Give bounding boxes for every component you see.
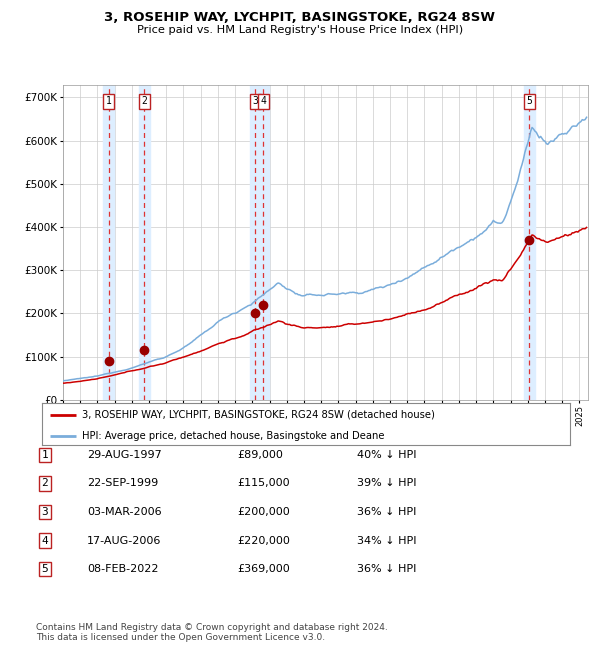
Text: 4: 4 (41, 536, 49, 545)
Text: £369,000: £369,000 (237, 564, 290, 574)
Text: 36% ↓ HPI: 36% ↓ HPI (357, 507, 416, 517)
Text: 3, ROSEHIP WAY, LYCHPIT, BASINGSTOKE, RG24 8SW: 3, ROSEHIP WAY, LYCHPIT, BASINGSTOKE, RG… (104, 11, 496, 24)
Text: 03-MAR-2006: 03-MAR-2006 (87, 507, 161, 517)
Text: 3: 3 (253, 96, 258, 107)
Text: 5: 5 (527, 96, 532, 107)
Text: 40% ↓ HPI: 40% ↓ HPI (357, 450, 416, 460)
Text: 3, ROSEHIP WAY, LYCHPIT, BASINGSTOKE, RG24 8SW (detached house): 3, ROSEHIP WAY, LYCHPIT, BASINGSTOKE, RG… (82, 410, 434, 420)
Text: 2: 2 (142, 96, 147, 107)
Text: 4: 4 (260, 96, 266, 107)
Bar (139, 84, 150, 400)
Text: 34% ↓ HPI: 34% ↓ HPI (357, 536, 416, 545)
Bar (257, 84, 269, 400)
Text: £115,000: £115,000 (237, 478, 290, 488)
Text: 3: 3 (41, 507, 49, 517)
Text: HPI: Average price, detached house, Basingstoke and Deane: HPI: Average price, detached house, Basi… (82, 431, 384, 441)
Bar (250, 84, 261, 400)
Text: 17-AUG-2006: 17-AUG-2006 (87, 536, 161, 545)
Text: Price paid vs. HM Land Registry's House Price Index (HPI): Price paid vs. HM Land Registry's House … (137, 25, 463, 34)
Text: 08-FEB-2022: 08-FEB-2022 (87, 564, 158, 574)
Text: 22-SEP-1999: 22-SEP-1999 (87, 478, 158, 488)
Bar (103, 84, 115, 400)
Text: 1: 1 (41, 450, 49, 460)
Text: 36% ↓ HPI: 36% ↓ HPI (357, 564, 416, 574)
Text: This data is licensed under the Open Government Licence v3.0.: This data is licensed under the Open Gov… (36, 633, 325, 642)
Bar (524, 84, 535, 400)
Text: 29-AUG-1997: 29-AUG-1997 (87, 450, 162, 460)
Text: £89,000: £89,000 (237, 450, 283, 460)
Text: 1: 1 (106, 96, 112, 107)
Text: £220,000: £220,000 (237, 536, 290, 545)
Text: 2: 2 (41, 478, 49, 488)
Text: 5: 5 (41, 564, 49, 574)
Text: Contains HM Land Registry data © Crown copyright and database right 2024.: Contains HM Land Registry data © Crown c… (36, 623, 388, 632)
Text: £200,000: £200,000 (237, 507, 290, 517)
Text: 39% ↓ HPI: 39% ↓ HPI (357, 478, 416, 488)
